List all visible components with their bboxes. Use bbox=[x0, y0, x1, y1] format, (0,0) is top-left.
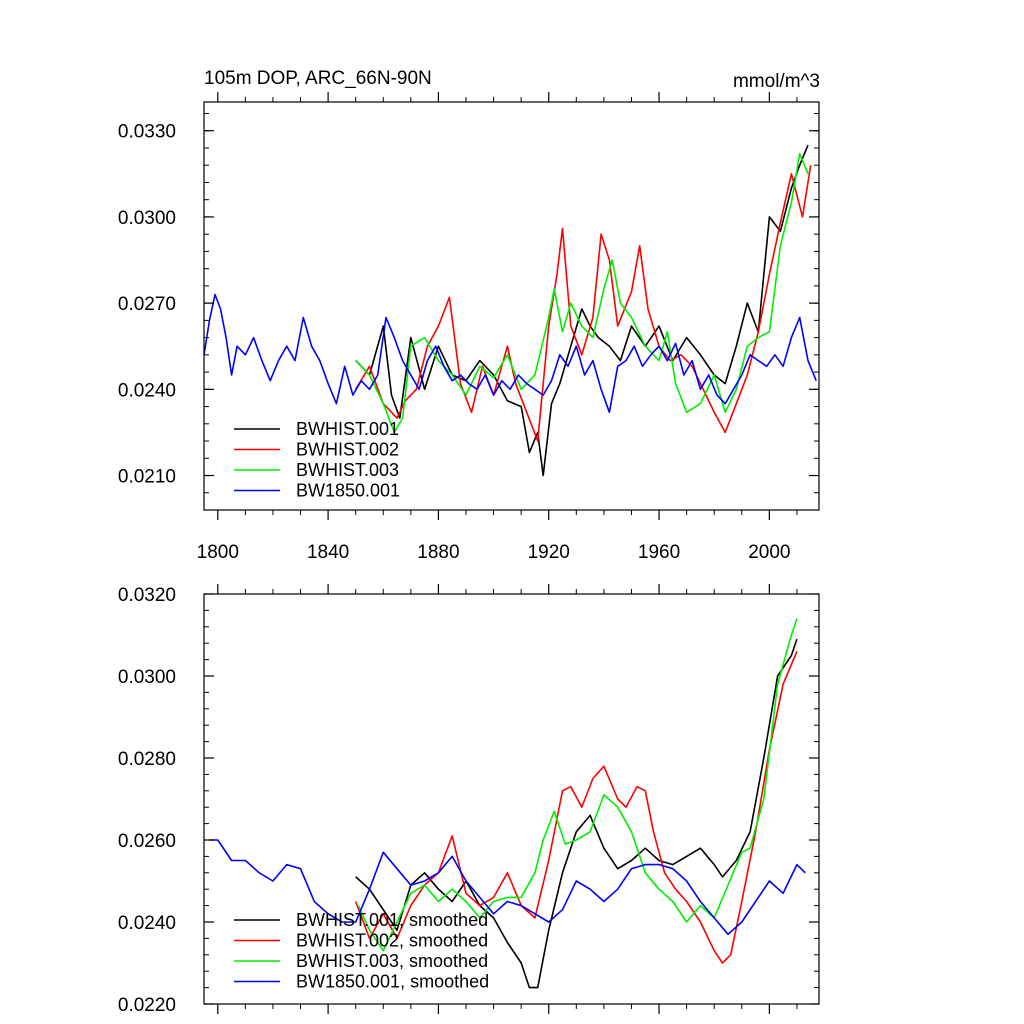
y-tick-label: 0.0240 bbox=[118, 380, 176, 401]
series-line-top-2 bbox=[355, 152, 809, 434]
series-line-bottom-0 bbox=[355, 638, 798, 989]
legend-label: BWHIST.002 bbox=[296, 440, 399, 460]
legend-label: BWHIST.001 bbox=[296, 419, 399, 439]
y-tick-label: 0.0240 bbox=[118, 913, 176, 934]
legend-label: BW1850.001 bbox=[296, 481, 400, 501]
x-tick-label: 1920 bbox=[528, 542, 570, 563]
chart-title: 105m DOP, ARC_66N-90N bbox=[204, 68, 432, 89]
y-tick-label: 0.0270 bbox=[118, 294, 176, 315]
legend-label: BWHIST.001, smoothed bbox=[296, 910, 488, 930]
x-tick-label: 1840 bbox=[307, 542, 349, 563]
x-tick-label: 1960 bbox=[638, 542, 680, 563]
y-tick-label: 0.0330 bbox=[118, 122, 176, 143]
legend-label: BWHIST.003 bbox=[296, 460, 399, 480]
y-tick-label: 0.0320 bbox=[118, 585, 176, 606]
bottom-series-group bbox=[209, 618, 806, 989]
top-series-group bbox=[203, 144, 817, 477]
units-label: mmol/m^3 bbox=[733, 71, 820, 92]
top-plot-frame bbox=[203, 101, 820, 511]
bottom-plot-frame bbox=[203, 593, 820, 1005]
y-tick-label: 0.0280 bbox=[118, 749, 176, 770]
series-line-bottom-2 bbox=[357, 618, 798, 952]
legend-label: BW1850.001, smoothed bbox=[296, 972, 489, 992]
y-tick-label: 0.0300 bbox=[118, 667, 176, 688]
y-tick-label: 0.0260 bbox=[118, 831, 176, 852]
y-tick-label: 0.0210 bbox=[118, 467, 176, 488]
x-tick-label: 1800 bbox=[197, 542, 239, 563]
series-line-bottom-3 bbox=[209, 839, 806, 936]
top-axis-ticks: 1800 1840 1880 1920 1960 2000 0.0210 0.0240 0.02… bbox=[118, 92, 819, 563]
legend-label: BWHIST.002, smoothed bbox=[296, 931, 488, 951]
y-tick-label: 0.0220 bbox=[118, 995, 176, 1016]
series-line-top-1 bbox=[355, 165, 812, 442]
series-line-top-0 bbox=[355, 144, 809, 477]
x-tick-label: 1880 bbox=[417, 542, 459, 563]
series-line-top-3 bbox=[203, 293, 817, 414]
top-panel: 105m DOP, ARC_66N-90N mmol/m^3 1800 1840 1… bbox=[118, 68, 820, 563]
legend-label: BWHIST.003, smoothed bbox=[296, 951, 488, 971]
x-tick-label: 2000 bbox=[748, 542, 790, 563]
y-tick-label: 0.0300 bbox=[118, 208, 176, 229]
bottom-panel: 0.0220 0.0240 0.0260 0.0280 0.0300 0.0320 BWH… bbox=[118, 584, 820, 1016]
